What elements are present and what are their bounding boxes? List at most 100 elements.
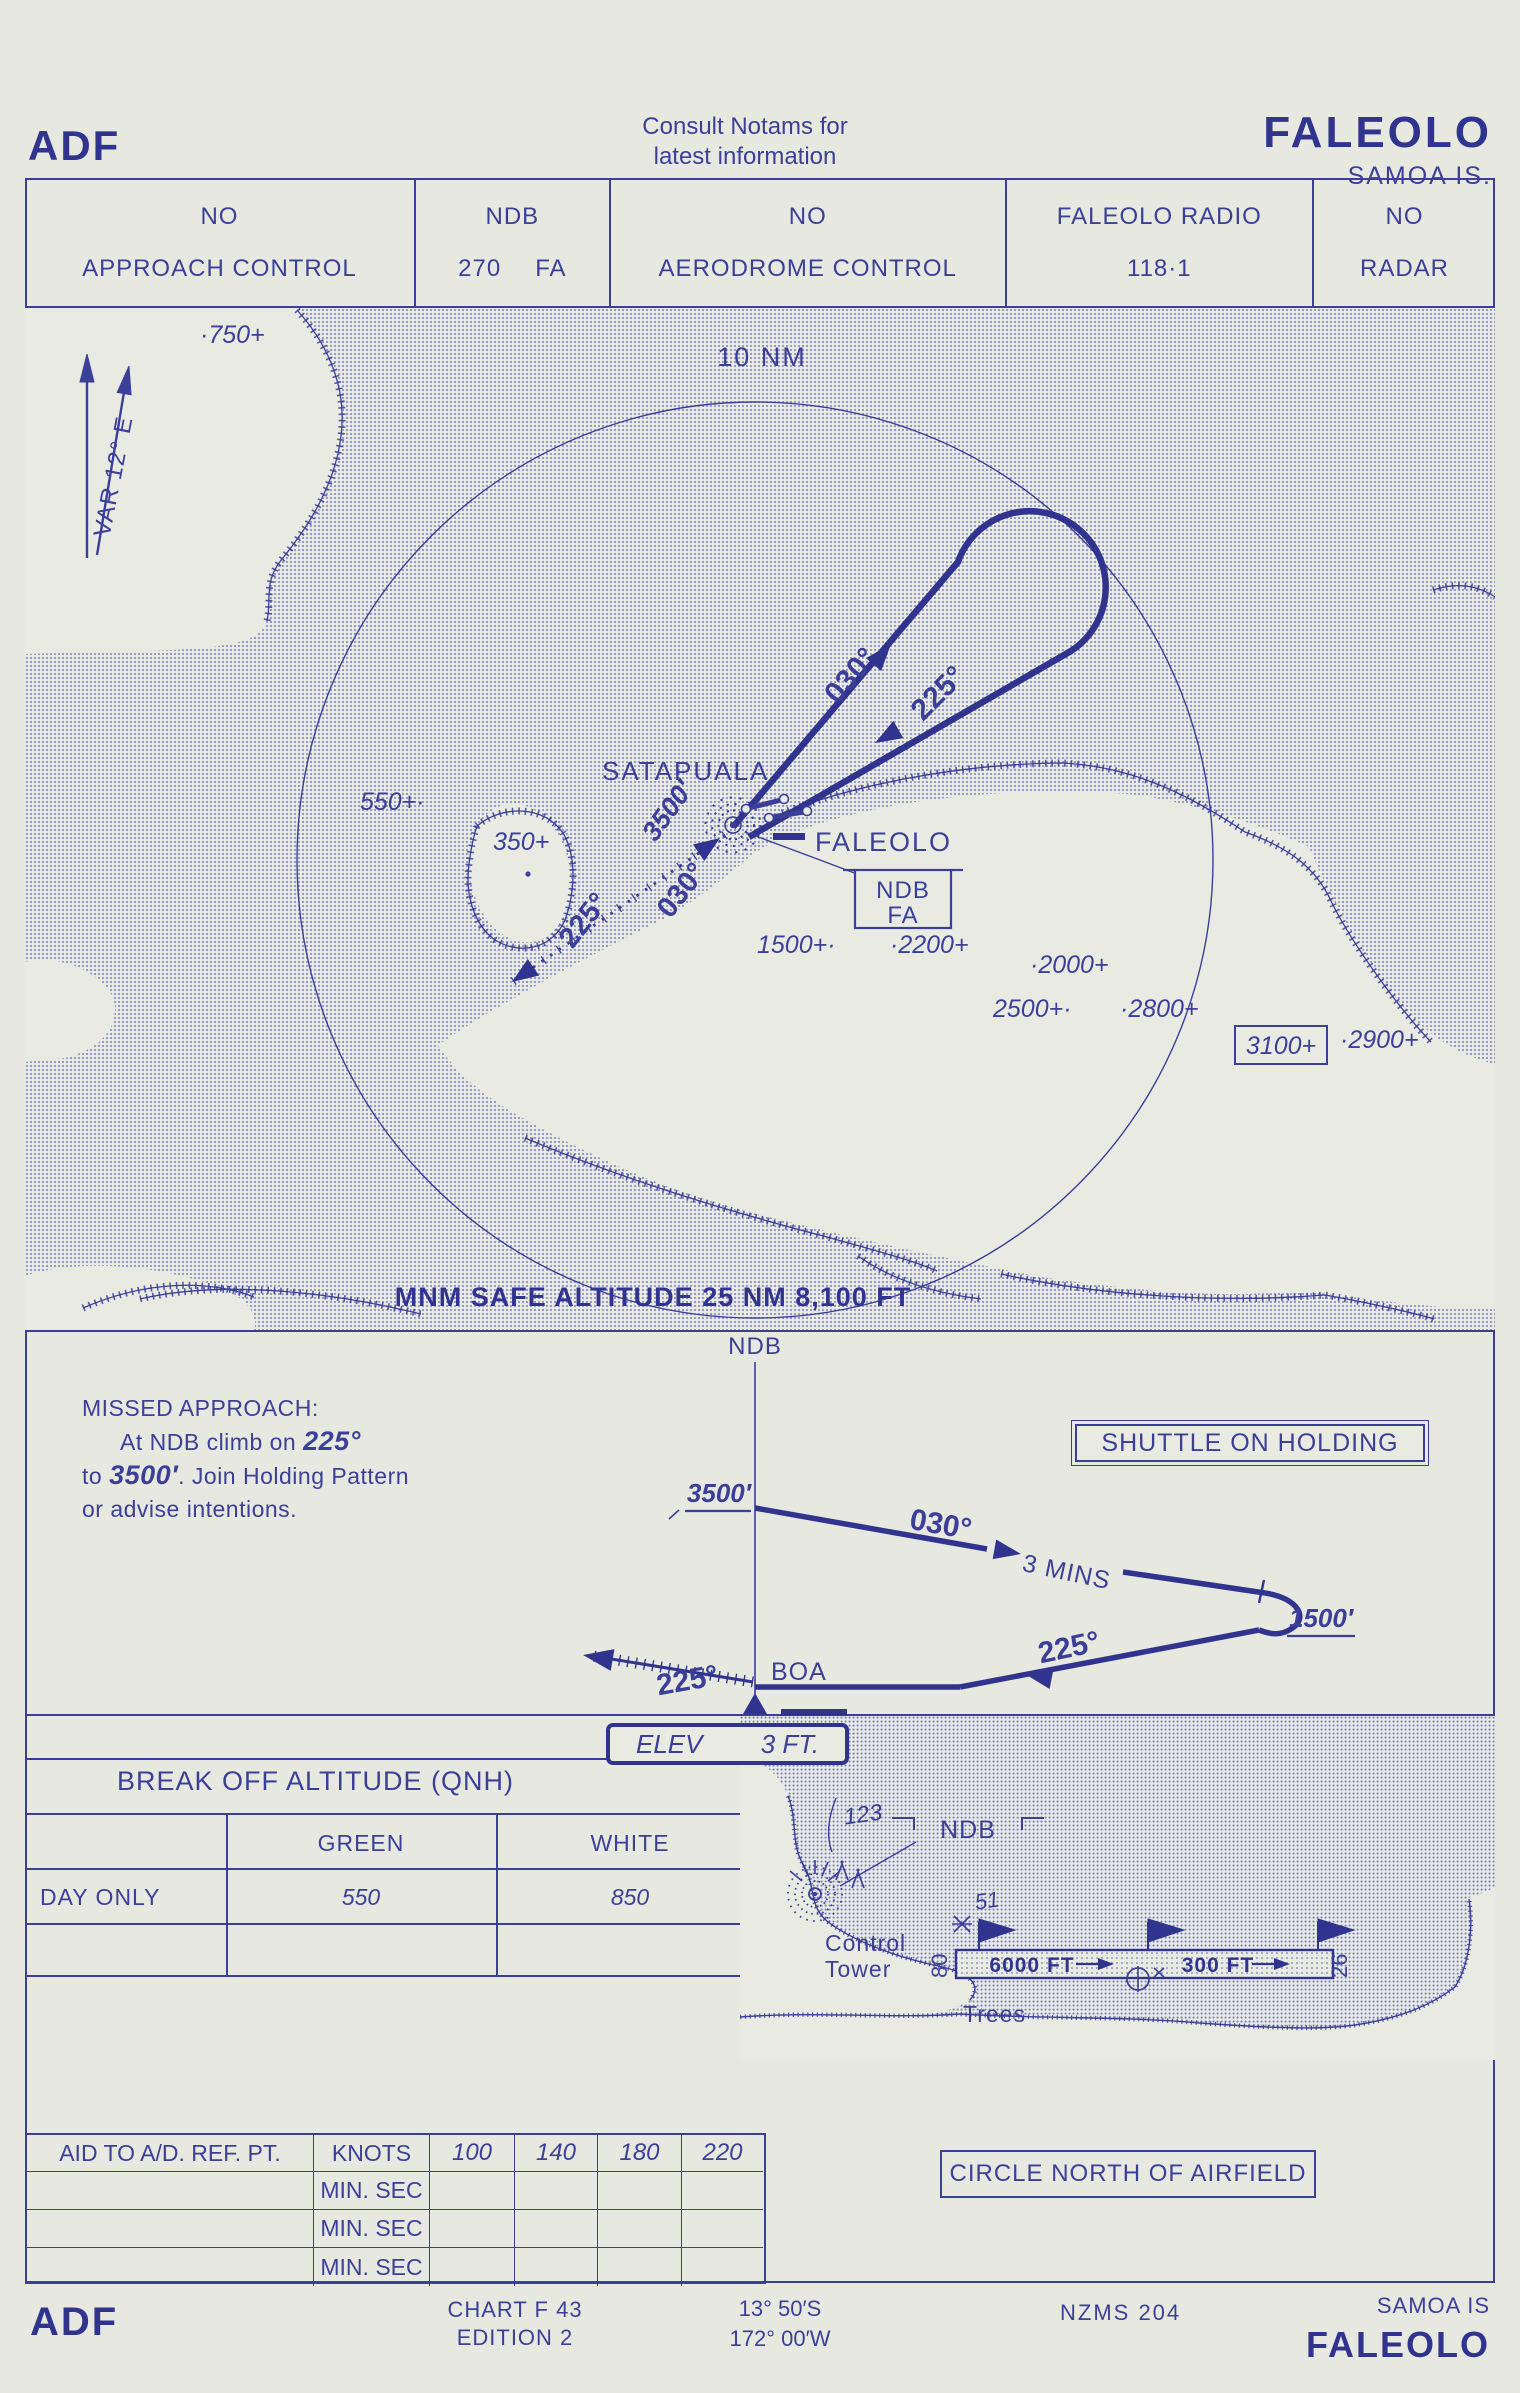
speed-140: 140 [515, 2135, 598, 2172]
cell-blank [682, 2172, 763, 2210]
ndb-label: NDB [485, 202, 540, 230]
info-cell-radar: NO RADAR [1314, 178, 1495, 308]
airport-title: FALEOLO [1263, 108, 1492, 157]
profile-inbound-arrow [1025, 1669, 1054, 1689]
ma3b: 3500′ [109, 1460, 179, 1490]
missed-approach-line4: or advise intentions. [82, 1496, 298, 1522]
holding-outbound-course: 030° [818, 642, 884, 710]
boa-ground-triangle [743, 1693, 767, 1714]
light-flash-symbol [952, 1915, 972, 1933]
ma3a: to [82, 1463, 110, 1489]
profile-3500: 3500′ [687, 1478, 753, 1508]
info-cell-ndb: NDB 270 FA [416, 178, 611, 308]
profile-3500-tick [668, 1509, 680, 1520]
cell-blank [682, 2248, 763, 2286]
plan-view-svg: 10 NM VAR 12° E 030° 225° 3500′ 030° 225… [25, 307, 1497, 1330]
info-cell-aerodrome: NO AERODROME CONTROL [611, 178, 1007, 308]
cliff-hatching [81, 307, 1497, 1323]
approach-track-sw [509, 831, 728, 986]
control-tower-line2: Tower [825, 1956, 891, 1982]
knots-header: KNOTS [314, 2135, 430, 2172]
radio-masts [835, 1860, 865, 1889]
spot-2900: ·2900+ [1340, 1026, 1419, 1054]
timing-table: AID TO A/D. REF. PT. KNOTS 100 140 180 2… [25, 2133, 766, 2286]
separator-profile-top [25, 1330, 1495, 1333]
missed-approach-line3: to 3500′. Join Holding Pattern [82, 1459, 472, 1493]
ndb-ident: FA [535, 255, 567, 283]
profile-1500: 1500′ [1289, 1603, 1355, 1633]
shuttle-on-holding-box: SHUTTLE ON HOLDING [1071, 1420, 1429, 1466]
cell-blank [515, 2210, 598, 2248]
ndb-station-symbol [704, 796, 762, 854]
breakoff-row-day-only: DAY ONLY [40, 1884, 161, 1910]
spot-2800: ·2800+ [1120, 995, 1199, 1023]
airfield-inset: 6000 FT 300 FT 80 26 [739, 1716, 1495, 2060]
variation-arrows [79, 353, 132, 558]
ma3c: . Join Holding Pattern [178, 1463, 410, 1489]
bo-line-1 [25, 1758, 766, 1761]
runway [954, 1948, 1335, 1980]
profile-view: NDB 3500′ 030° 3 MINS 1500′ 225° BOA 225… [25, 1330, 1495, 1719]
spot-550: 550+· [360, 788, 425, 816]
stopway-length: 300 FT [1182, 1954, 1255, 1977]
aerodrome-top: NO [788, 202, 827, 230]
missed-approach-arrow [583, 1649, 754, 1688]
bo-line-3 [25, 1868, 766, 1871]
radio-frequency: 118·1 [1127, 255, 1192, 283]
elevation-box: ELEV 3 FT. [606, 1723, 849, 1765]
missed-approach-text: MISSED APPROACH: At NDB climb on 225° to… [82, 1392, 472, 1526]
timing-empty-1 [27, 2172, 314, 2210]
mnm-safe-altitude: MNM SAFE ALTITUDE 25 NM 8,100 FT [395, 1282, 912, 1312]
ndb-box-line2: FA [887, 902, 918, 929]
profile-svg: NDB 3500′ 030° 3 MINS 1500′ 225° BOA 225… [583, 1333, 1355, 1719]
inset-ndb-label: NDB [839, 1816, 1044, 1887]
latitude: 13° 50′S [738, 2296, 822, 2321]
faleolo-label: FALEOLO [815, 827, 952, 857]
cell-blank [430, 2210, 515, 2248]
series-number: NZMS 204 [1060, 2300, 1182, 2325]
spot-750: ·750+ [200, 321, 265, 349]
missed-approach-line2: At NDB climb on 225° [82, 1425, 472, 1459]
spot-350: 350+ [493, 828, 549, 856]
range-ring-10nm [296, 401, 1214, 1319]
breakoff-title: BREAK OFF ALTITUDE (QNH) [116, 1766, 515, 1796]
spot-2500: 2500+· [992, 995, 1072, 1023]
inset-land [740, 1759, 1495, 2060]
trees-label: Trees [963, 2001, 1026, 2027]
breakoff-value-white: 850 [610, 1884, 650, 1910]
ground-bar [781, 1709, 847, 1719]
comms-info-table: NO APPROACH CONTROL NDB 270 FA NO AERODR… [25, 178, 1495, 308]
obstacle-51: 51 [973, 1886, 1001, 1914]
ma2a: At NDB climb on [120, 1429, 304, 1455]
separator-map-top [25, 306, 1495, 309]
bo-line-5 [25, 1975, 766, 1978]
cell-blank [682, 2210, 763, 2248]
aerodrome-bottom: AERODROME CONTROL [658, 255, 957, 283]
profile-boa-label: BOA [771, 1658, 827, 1686]
bo-vline-1 [226, 1813, 229, 1975]
runway-id-26: 26 [1327, 1954, 1352, 1978]
spot-2000: ·2000+ [1030, 951, 1109, 979]
airport-runway-glyphs [740, 793, 813, 824]
chart-number-block: CHART F 43 EDITION 2 [430, 2296, 600, 2352]
breakoff-col-white: WHITE [590, 1830, 670, 1856]
breakoff-col-green: GREEN [317, 1830, 405, 1856]
radar-bottom: RADAR [1359, 255, 1449, 283]
cell-blank [598, 2172, 682, 2210]
profile-3mins: 3 MINS [1020, 1549, 1113, 1595]
wind-indicator [1126, 1966, 1165, 1992]
profile-outbound-arrow [992, 1539, 1021, 1560]
runway-arrow1 [1098, 1958, 1114, 1970]
minsec-row-2: MIN. SEC [314, 2210, 430, 2248]
coordinates-block: 13° 50′S 172° 00′W [695, 2294, 865, 2354]
ndb-frequency: 270 [458, 255, 502, 283]
holding-inbound-arrow [875, 720, 904, 743]
cell-blank [430, 2172, 515, 2210]
timing-empty-2 [27, 2210, 314, 2248]
ndb-box-line1: NDB [876, 877, 930, 904]
profile-ndb-label: NDB [728, 1333, 782, 1360]
ma2b: 225° [303, 1426, 361, 1456]
land-shapes [25, 308, 1495, 1330]
runway-arrow2 [1274, 1958, 1290, 1970]
